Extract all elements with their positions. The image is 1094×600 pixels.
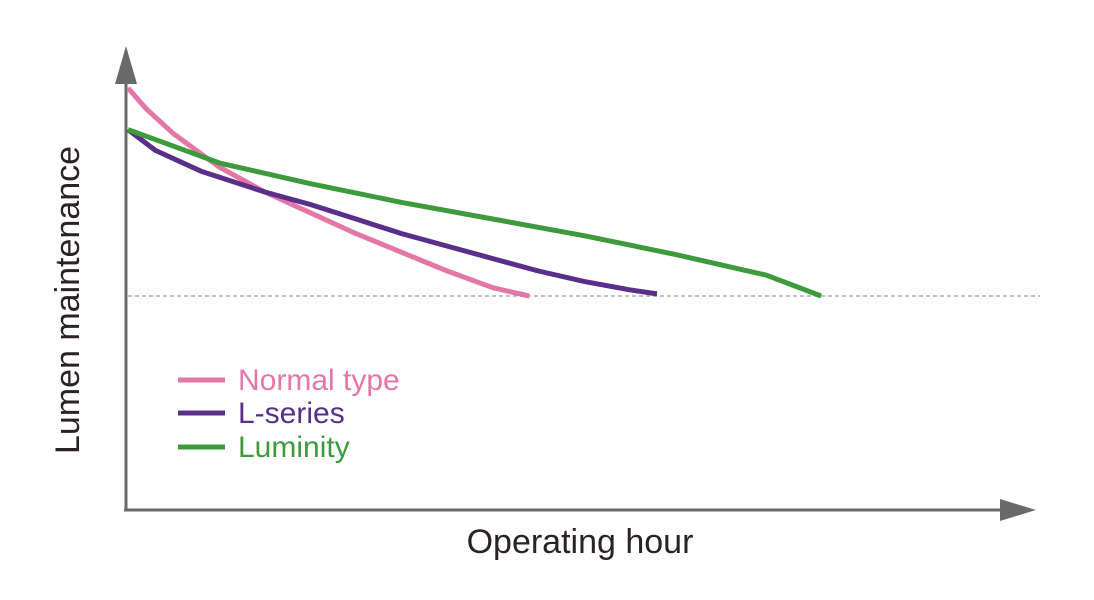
- series-line-normal-type: [126, 86, 530, 299]
- legend-label-normal-type: Normal type: [238, 364, 400, 397]
- y-axis-label: Lumen maintenance: [49, 146, 87, 454]
- series-line-luminity: [127, 127, 822, 299]
- y-axis-arrowhead: [115, 46, 137, 84]
- series-line-l-series: [126, 127, 658, 297]
- legend-label-l-series: L-series: [238, 397, 345, 430]
- legend-label-luminity: Luminity: [238, 431, 350, 464]
- plot-series: [126, 86, 822, 299]
- x-axis-arrowhead: [1000, 499, 1036, 521]
- axes: [115, 46, 1040, 521]
- x-axis-label: Operating hour: [467, 523, 694, 561]
